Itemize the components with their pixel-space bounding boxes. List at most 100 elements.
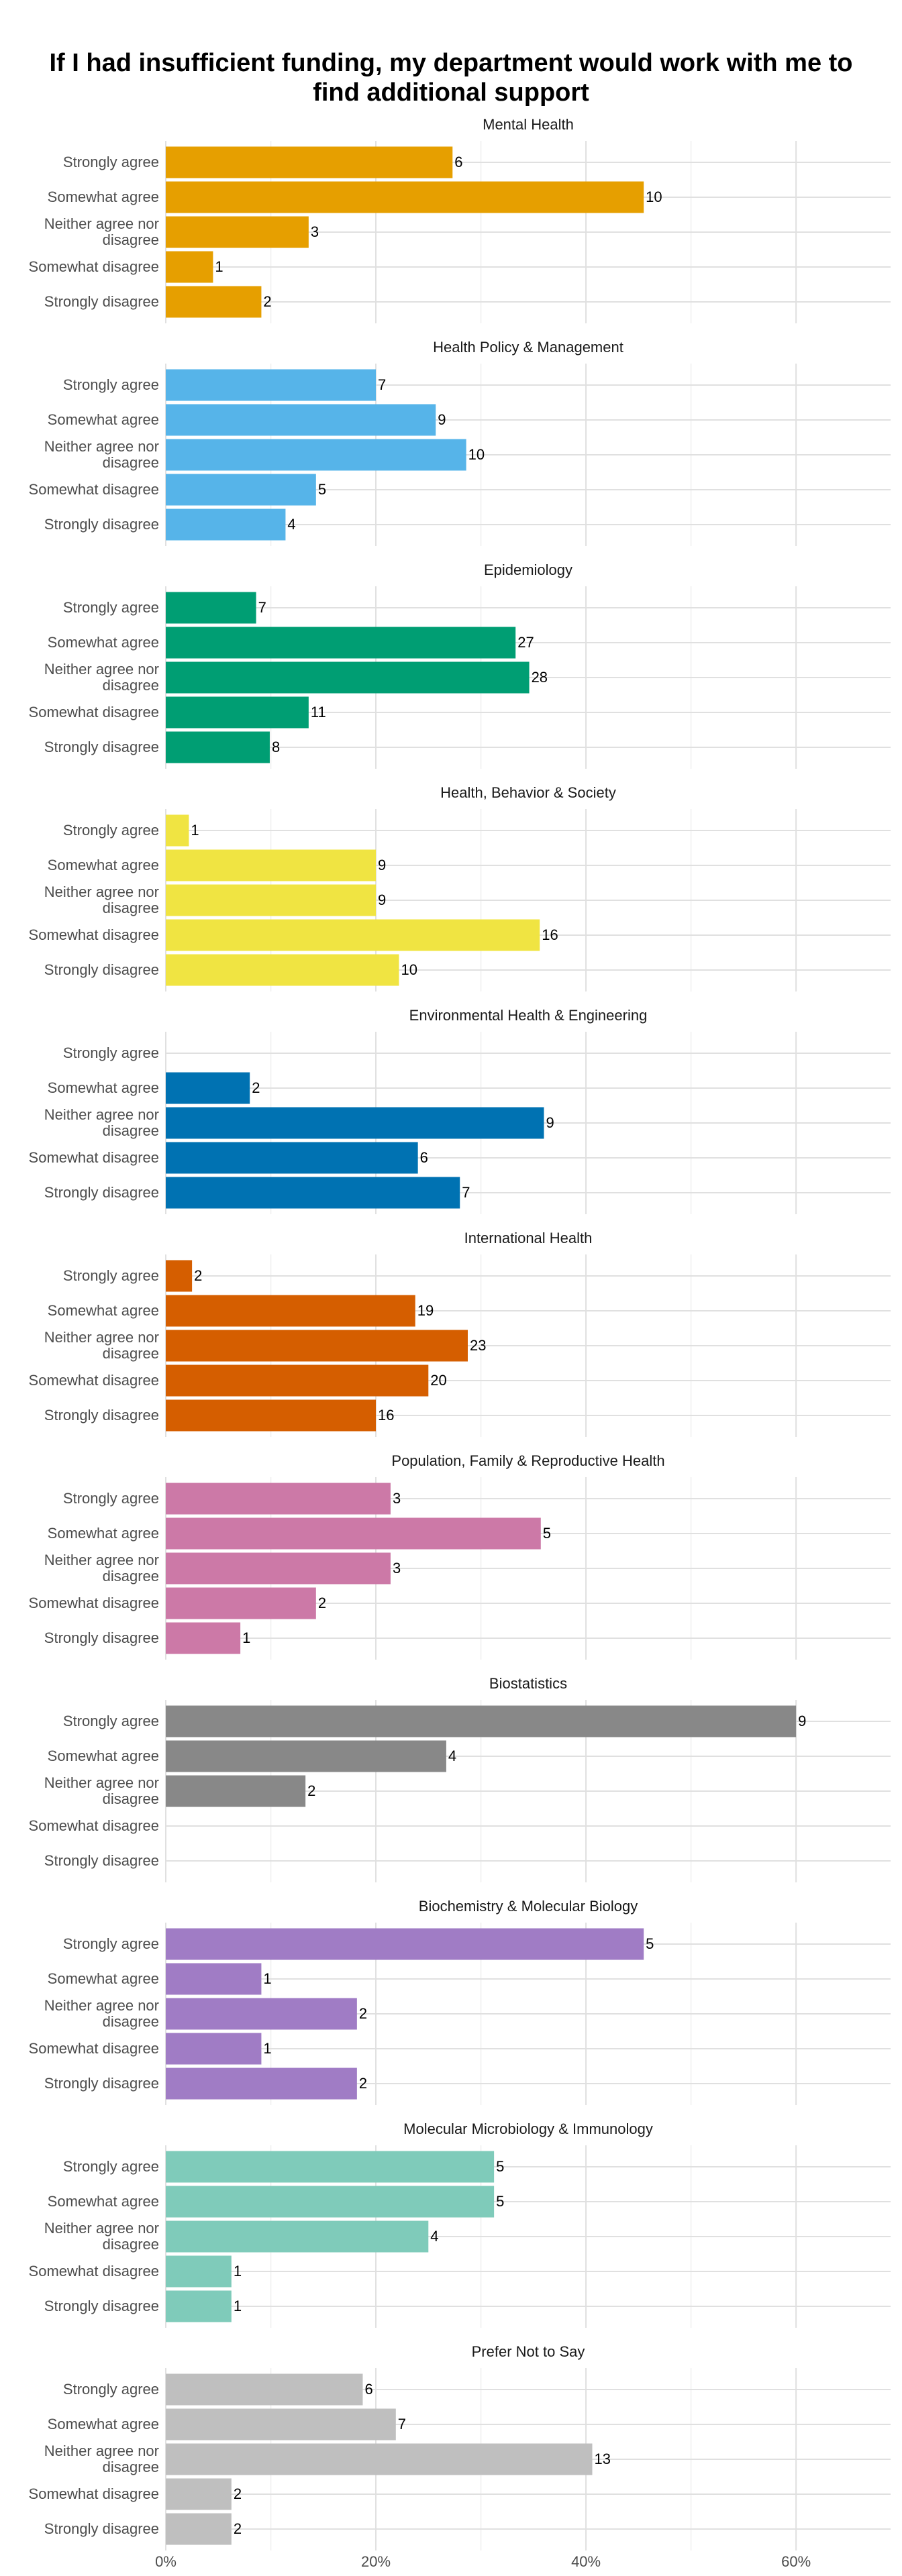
data-label: 7 bbox=[378, 376, 386, 393]
panel-title: Mental Health bbox=[483, 116, 574, 133]
data-label: 2 bbox=[194, 1267, 202, 1284]
y-tick-label: Strongly disagree bbox=[44, 2520, 159, 2537]
panel-title: Molecular Microbiology & Immunology bbox=[403, 2121, 653, 2137]
data-label: 3 bbox=[311, 223, 319, 240]
data-label: 1 bbox=[215, 258, 223, 275]
y-tick-label: Strongly disagree bbox=[44, 739, 159, 755]
y-tick-label: Somewhat disagree bbox=[28, 2263, 159, 2279]
y-tick-label: Strongly agree bbox=[62, 1267, 159, 1284]
y-tick-label: Strongly disagree bbox=[44, 1629, 159, 1646]
data-label: 9 bbox=[378, 892, 386, 908]
data-label: 5 bbox=[543, 1525, 551, 1542]
y-tick-label: Somewhat agree bbox=[47, 411, 159, 428]
y-tick-label: Neither agree nor disagree bbox=[44, 661, 159, 694]
data-label: 10 bbox=[646, 189, 662, 205]
data-label: 1 bbox=[242, 1629, 250, 1646]
data-label: 7 bbox=[258, 599, 266, 616]
data-label: 2 bbox=[263, 293, 271, 310]
bar bbox=[166, 731, 270, 763]
data-label: 8 bbox=[272, 739, 280, 755]
data-label: 19 bbox=[417, 1302, 434, 1319]
y-tick-label: Somewhat disagree bbox=[28, 2485, 159, 2502]
data-label: 4 bbox=[287, 516, 295, 533]
bar bbox=[166, 1998, 357, 2030]
y-tick-label: Neither agree nor disagree bbox=[44, 1774, 159, 1807]
bar bbox=[166, 474, 316, 506]
bar bbox=[166, 2186, 495, 2218]
bar bbox=[166, 1364, 429, 1397]
y-tick-label: Somewhat agree bbox=[47, 2193, 159, 2210]
y-tick-label: Neither agree nor disagree bbox=[44, 1552, 159, 1585]
data-label: 5 bbox=[318, 481, 326, 498]
panel-title: Prefer Not to Say bbox=[472, 2343, 585, 2360]
data-label: 5 bbox=[646, 1935, 654, 1952]
chart-title: If I had insufficient funding, my depart… bbox=[49, 49, 853, 107]
bar bbox=[166, 1775, 306, 1807]
y-tick-label: Neither agree nor disagree bbox=[44, 1106, 159, 1139]
y-tick-label: Neither agree nor disagree bbox=[44, 2220, 159, 2253]
bar bbox=[166, 2220, 429, 2253]
bar bbox=[166, 814, 189, 847]
panel-title: Health, Behavior & Society bbox=[440, 784, 616, 801]
panel-title: Biostatistics bbox=[489, 1675, 567, 1692]
bar bbox=[166, 2513, 232, 2545]
y-tick-label: Neither agree nor disagree bbox=[44, 883, 159, 916]
y-tick-label: Strongly agree bbox=[62, 822, 159, 839]
bar bbox=[166, 1928, 644, 1960]
y-tick-label: Somewhat disagree bbox=[28, 1149, 159, 1166]
bar bbox=[166, 2033, 262, 2065]
bar bbox=[166, 592, 256, 624]
data-label: 1 bbox=[263, 1970, 271, 1987]
x-tick-label: 0% bbox=[155, 2553, 177, 2570]
panel-title: International Health bbox=[464, 1230, 593, 1246]
bar bbox=[166, 954, 399, 986]
data-label: 1 bbox=[234, 2298, 242, 2314]
bar bbox=[166, 1142, 418, 1174]
bar bbox=[166, 439, 466, 471]
y-tick-label: Neither agree nor disagree bbox=[44, 215, 159, 248]
y-tick-label: Somewhat disagree bbox=[28, 258, 159, 275]
y-tick-label: Strongly agree bbox=[62, 599, 159, 616]
y-tick-label: Somewhat agree bbox=[47, 1525, 159, 1542]
data-label: 5 bbox=[496, 2158, 504, 2175]
data-label: 1 bbox=[191, 822, 199, 839]
y-tick-label: Neither agree nor disagree bbox=[44, 1997, 159, 2030]
panel-title: Biochemistry & Molecular Biology bbox=[419, 1898, 638, 1915]
data-label: 11 bbox=[311, 704, 326, 720]
y-tick-label: Strongly agree bbox=[62, 2381, 159, 2398]
y-tick-label: Somewhat disagree bbox=[28, 481, 159, 498]
bar bbox=[166, 2408, 396, 2440]
bar bbox=[166, 286, 262, 318]
bar bbox=[166, 661, 530, 694]
y-tick-label: Somewhat disagree bbox=[28, 926, 159, 943]
data-label: 6 bbox=[454, 154, 462, 170]
bar bbox=[166, 369, 377, 401]
bar bbox=[166, 1260, 193, 1292]
bar bbox=[166, 1072, 250, 1104]
bar bbox=[166, 2443, 593, 2475]
data-label: 2 bbox=[252, 1079, 260, 1096]
bar bbox=[166, 1399, 377, 1432]
data-label: 3 bbox=[393, 1560, 401, 1576]
y-tick-label: Somewhat agree bbox=[47, 2416, 159, 2432]
data-label: 3 bbox=[393, 1490, 401, 1507]
bar bbox=[166, 696, 309, 729]
y-tick-label: Somewhat agree bbox=[47, 1302, 159, 1319]
bar bbox=[166, 2068, 357, 2100]
bar bbox=[166, 627, 516, 659]
bar bbox=[166, 2255, 232, 2288]
y-tick-label: Strongly agree bbox=[62, 154, 159, 170]
y-tick-label: Strongly disagree bbox=[44, 293, 159, 310]
panel-title: Environmental Health & Engineering bbox=[409, 1007, 648, 1024]
bar bbox=[166, 1483, 391, 1515]
bar bbox=[166, 216, 309, 248]
y-tick-label: Strongly agree bbox=[62, 376, 159, 393]
data-label: 9 bbox=[378, 857, 386, 873]
title-box: If I had insufficient funding, my depart… bbox=[0, 48, 902, 107]
y-tick-label: Strongly disagree bbox=[44, 2075, 159, 2092]
bar bbox=[166, 1330, 468, 1362]
y-tick-label: Somewhat disagree bbox=[28, 2040, 159, 2057]
bar bbox=[166, 1705, 797, 1737]
